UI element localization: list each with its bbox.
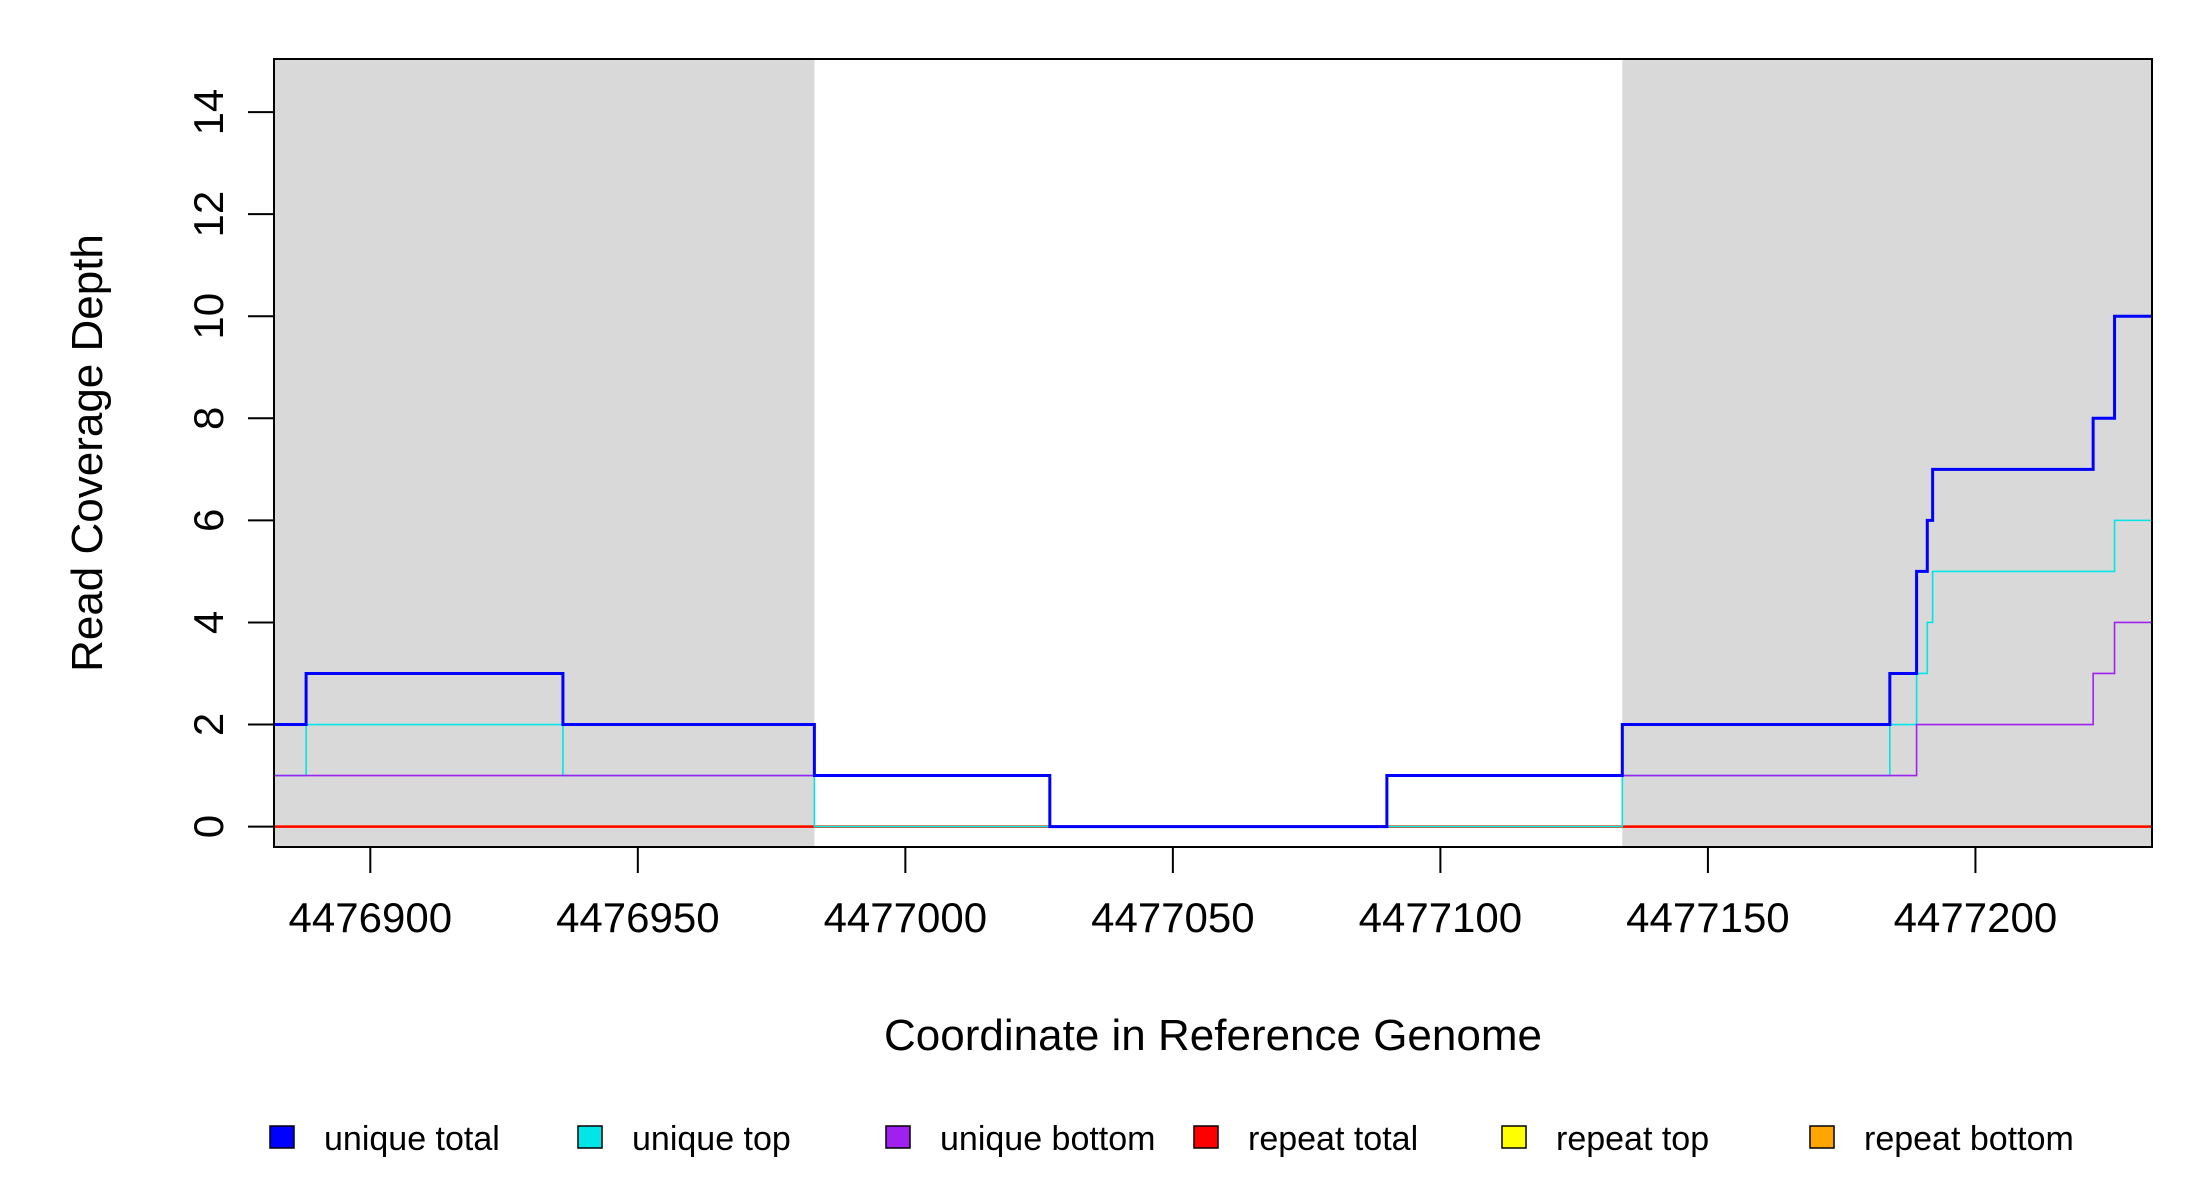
- x-tick-label: 4477050: [1091, 894, 1255, 941]
- shaded-region-2: [1622, 59, 2152, 847]
- y-axis: 0 2 4 6 8 10 12 14: [185, 89, 274, 838]
- legend-label: repeat bottom: [1864, 1120, 2074, 1158]
- legend-item-unique-total: unique total: [269, 1120, 500, 1158]
- x-tick-label: 4476950: [556, 894, 720, 941]
- legend-item-unique-top: unique top: [577, 1120, 791, 1158]
- plot-frame: [273, 58, 2153, 848]
- legend-item-repeat-total: repeat total: [1193, 1120, 1418, 1158]
- legend-item-repeat-top: repeat top: [1501, 1120, 1709, 1158]
- legend-swatch: [1501, 1125, 1527, 1149]
- x-tick-label: 4476900: [289, 894, 453, 941]
- series-lines: [274, 314, 2152, 829]
- shaded-regions: [274, 59, 2152, 847]
- legend-item-unique-bottom: unique bottom: [885, 1120, 1156, 1158]
- x-axis-label: Coordinate in Reference Genome: [884, 1011, 1542, 1060]
- legend-swatch: [1809, 1125, 1835, 1149]
- legend-label: unique bottom: [940, 1120, 1156, 1158]
- y-tick-label: 8: [185, 407, 232, 430]
- legend-swatch: [269, 1125, 295, 1149]
- y-tick-label: 14: [185, 89, 232, 136]
- series-line-unique-top: [274, 519, 2152, 828]
- legend-swatch: [885, 1125, 911, 1149]
- legend-label: repeat top: [1556, 1120, 1709, 1158]
- series-line-unique-total: [274, 314, 2152, 829]
- x-tick-label: 4477100: [1359, 894, 1523, 941]
- y-tick-label: 2: [185, 713, 232, 736]
- legend-swatch: [1193, 1125, 1219, 1149]
- legend-label: repeat total: [1248, 1120, 1418, 1158]
- legend-item-repeat-bottom: repeat bottom: [1809, 1120, 2074, 1158]
- shaded-region-1: [274, 59, 815, 847]
- y-tick-label: 6: [185, 509, 232, 532]
- x-axis: 4476900 4476950 4477000 4477050 4477100 44771…: [289, 847, 2058, 941]
- legend: unique total unique top unique bottom repea…: [269, 1120, 2074, 1158]
- y-tick-label: 0: [185, 815, 232, 838]
- legend-label: unique total: [324, 1120, 500, 1158]
- y-axis-label: Read Coverage Depth: [63, 234, 112, 672]
- legend-swatch: [577, 1125, 603, 1149]
- y-tick-label: 12: [185, 191, 232, 238]
- y-tick-label: 10: [185, 293, 232, 340]
- x-tick-label: 4477200: [1894, 894, 2058, 941]
- legend-label: unique top: [632, 1120, 791, 1158]
- x-tick-label: 4477150: [1626, 894, 1790, 941]
- x-tick-label: 4477000: [824, 894, 988, 941]
- y-tick-label: 4: [185, 611, 232, 634]
